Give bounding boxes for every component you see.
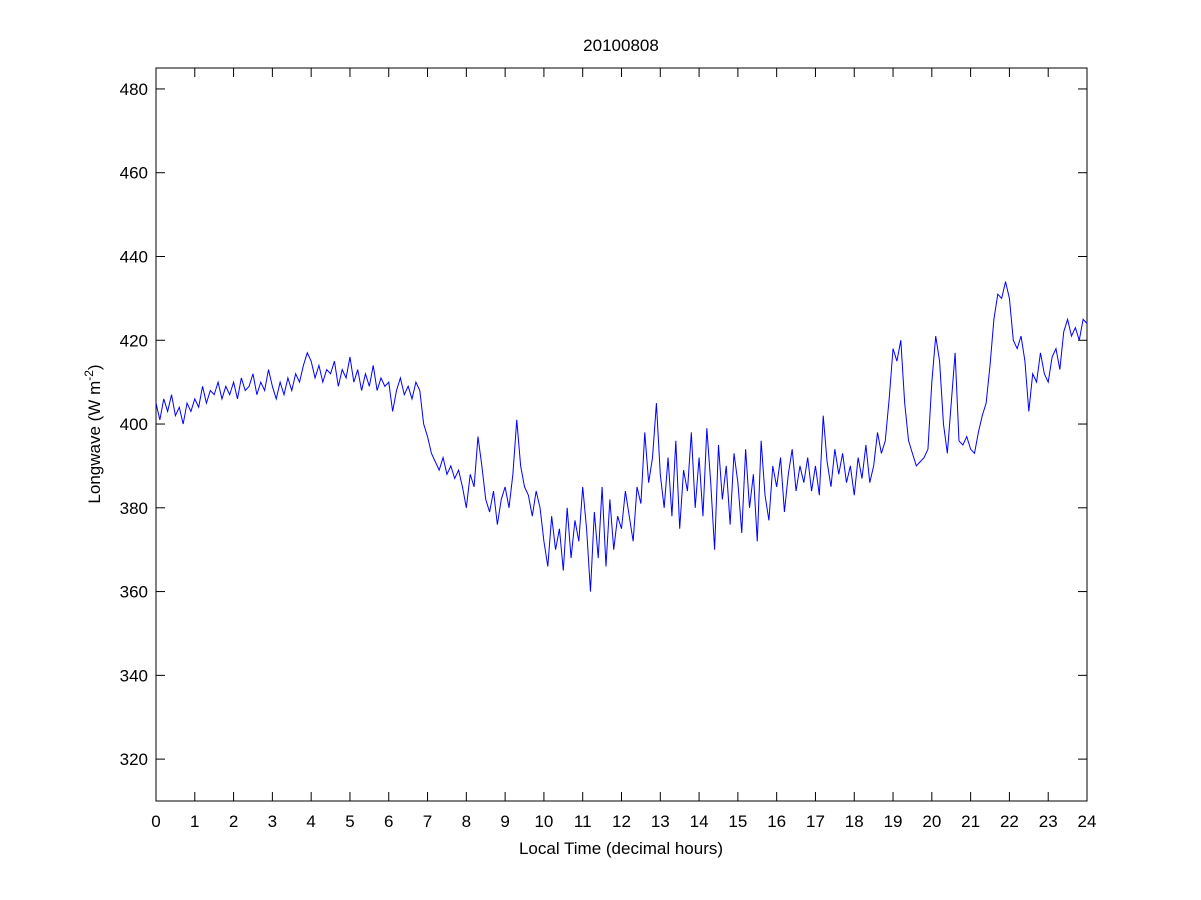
y-tick-label: 420 — [120, 331, 148, 350]
data-line — [155, 281, 1088, 592]
x-tick-label: 21 — [961, 812, 980, 831]
x-tick-label: 1 — [190, 812, 199, 831]
x-tick-label: 13 — [651, 812, 670, 831]
x-tick-label: 23 — [1039, 812, 1058, 831]
x-tick-label: 17 — [806, 812, 825, 831]
x-tick-label: 12 — [612, 812, 631, 831]
chart-title: 20100808 — [583, 36, 659, 55]
x-tick-label: 22 — [1000, 812, 1019, 831]
y-axis-label-main: Longwave (W m — [85, 381, 104, 504]
x-tick-label: 10 — [534, 812, 553, 831]
y-tick-label: 320 — [120, 750, 148, 769]
x-tick-label: 20 — [922, 812, 941, 831]
x-tick-label: 7 — [423, 812, 432, 831]
y-tick-label: 340 — [120, 666, 148, 685]
y-axis-label: Longwave (W m-2) — [82, 364, 104, 503]
x-tick-label: 5 — [345, 812, 354, 831]
x-tick-label: 4 — [306, 812, 315, 831]
x-tick-label: 19 — [884, 812, 903, 831]
y-tick-label: 440 — [120, 247, 148, 266]
x-tick-label: 8 — [462, 812, 471, 831]
x-tick-label: 15 — [728, 812, 747, 831]
y-tick-label: 400 — [120, 415, 148, 434]
x-axis-label: Local Time (decimal hours) — [519, 839, 723, 858]
x-tick-label: 6 — [384, 812, 393, 831]
y-tick-label: 360 — [120, 583, 148, 602]
y-axis-label-end: ) — [85, 364, 104, 370]
x-tick-label: 9 — [500, 812, 509, 831]
x-tick-label: 3 — [268, 812, 277, 831]
plot-frame — [155, 67, 1088, 802]
x-tick-label: 2 — [229, 812, 238, 831]
y-tick-label: 380 — [120, 499, 148, 518]
x-tick-label: 0 — [151, 812, 160, 831]
y-tick-label: 460 — [120, 164, 148, 183]
x-tick-label: 11 — [574, 812, 592, 831]
y-tick-label: 480 — [120, 80, 148, 99]
x-tick-label: 14 — [690, 812, 709, 831]
x-tick-label: 24 — [1078, 812, 1097, 831]
y-axis-label-sup: -2 — [82, 370, 96, 381]
x-tick-label: 18 — [845, 812, 864, 831]
x-tick-label: 16 — [767, 812, 786, 831]
